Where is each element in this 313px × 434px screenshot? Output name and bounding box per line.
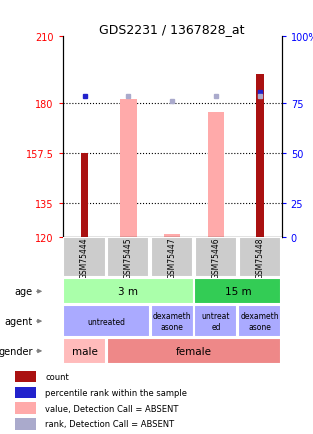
FancyBboxPatch shape [238,306,281,337]
Bar [15,387,36,398]
Text: agent: agent [4,316,33,326]
Text: rank, Detection Call = ABSENT: rank, Detection Call = ABSENT [45,420,174,428]
Text: untreated: untreated [87,317,126,326]
Text: GSM75448: GSM75448 [255,237,264,278]
Text: age: age [14,287,33,296]
FancyBboxPatch shape [151,306,194,337]
Text: female: female [176,346,212,356]
FancyBboxPatch shape [194,306,238,337]
FancyBboxPatch shape [107,238,149,277]
Text: GSM75447: GSM75447 [168,237,177,278]
Text: untreat
ed: untreat ed [202,312,230,331]
FancyBboxPatch shape [195,238,237,277]
Bar [15,371,36,382]
FancyBboxPatch shape [194,279,281,305]
FancyBboxPatch shape [151,238,193,277]
Bar [208,113,224,237]
Title: GDS2231 / 1367828_at: GDS2231 / 1367828_at [100,23,245,36]
Text: percentile rank within the sample: percentile rank within the sample [45,388,187,397]
Text: value, Detection Call = ABSENT: value, Detection Call = ABSENT [45,404,179,413]
Bar [15,418,36,430]
Text: dexameth
asone: dexameth asone [153,312,192,331]
Bar [81,154,88,237]
Text: male: male [72,346,97,356]
Text: dexameth
asone: dexameth asone [240,312,279,331]
Bar [15,403,36,414]
Text: GSM75445: GSM75445 [124,237,133,278]
Text: GSM75446: GSM75446 [212,237,220,278]
FancyBboxPatch shape [63,338,106,364]
Text: 3 m: 3 m [118,287,138,296]
Text: GSM75444: GSM75444 [80,237,89,278]
FancyBboxPatch shape [63,306,150,337]
Text: 15 m: 15 m [224,287,251,296]
FancyBboxPatch shape [239,238,281,277]
Text: count: count [45,372,69,381]
Bar [256,75,264,237]
FancyBboxPatch shape [64,238,105,277]
Text: gender: gender [0,346,33,356]
Bar [164,235,181,237]
Bar [120,99,137,237]
FancyBboxPatch shape [107,338,281,364]
FancyBboxPatch shape [63,279,194,305]
